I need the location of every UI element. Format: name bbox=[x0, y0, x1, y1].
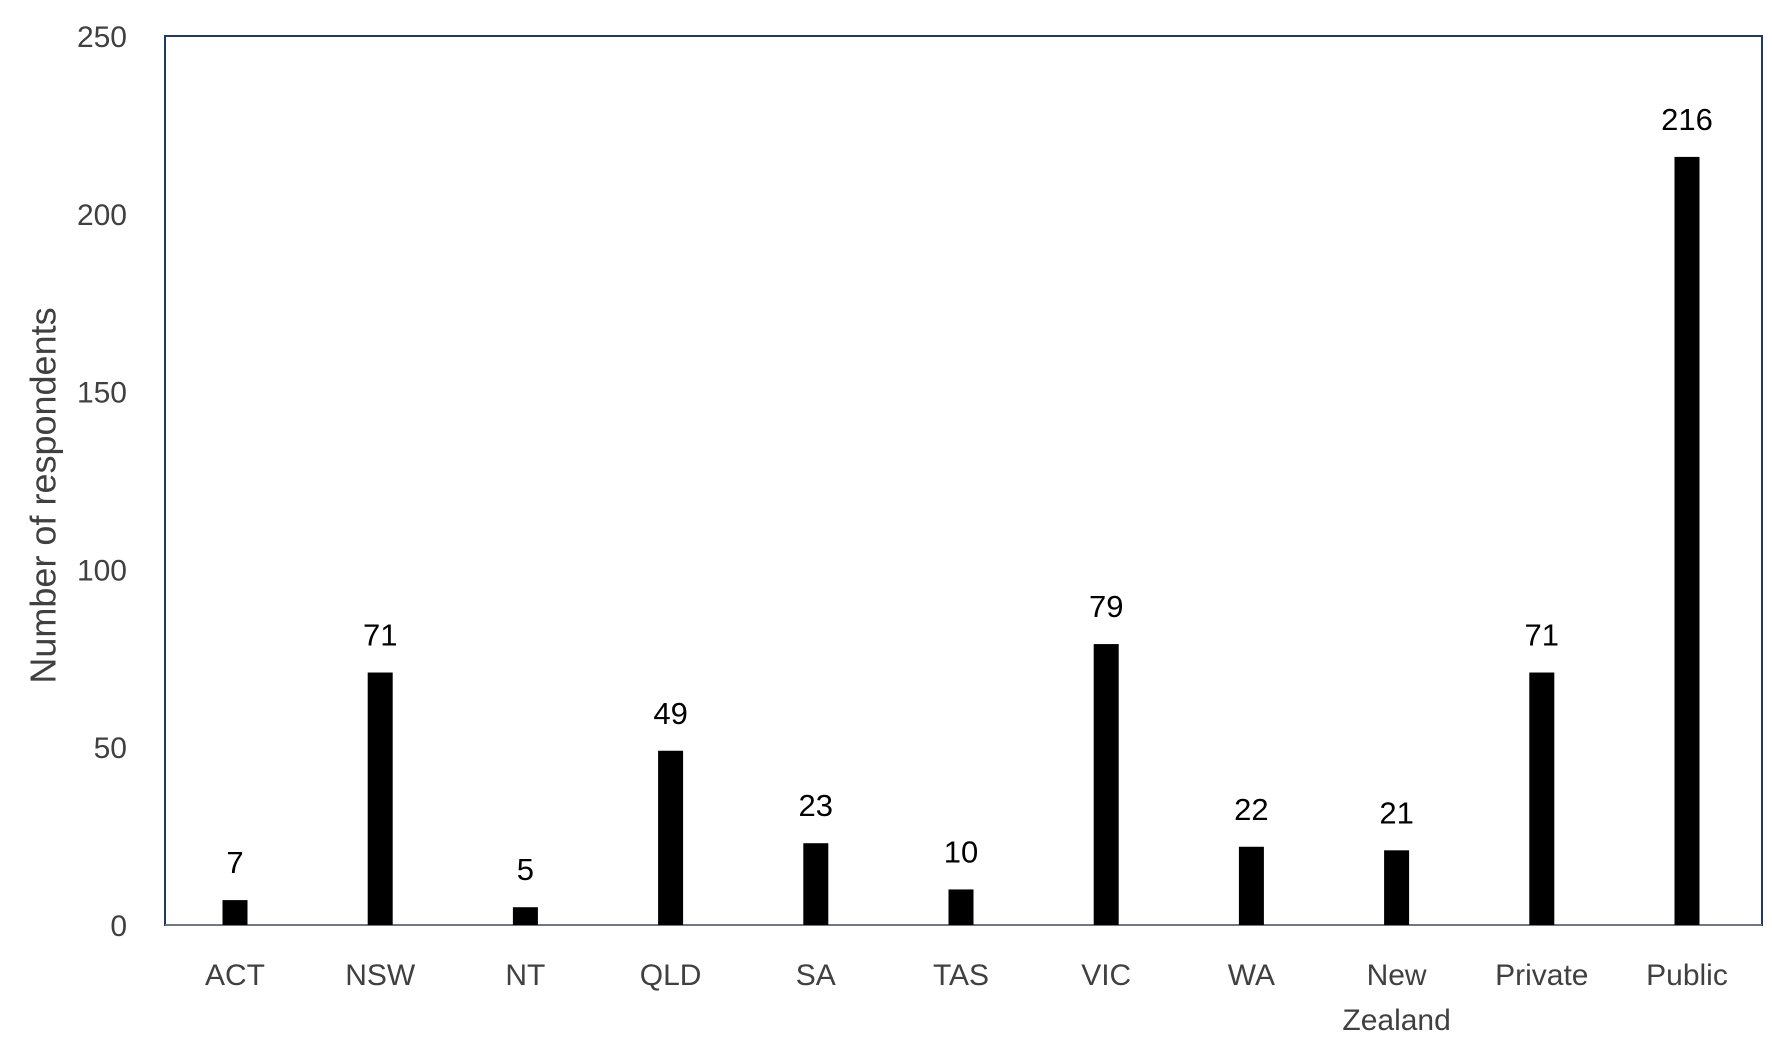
data-label: 71 bbox=[1525, 618, 1559, 653]
bar-act bbox=[222, 900, 248, 925]
data-label: 49 bbox=[653, 696, 687, 731]
y-axis-ticks: 0 50 100 150 200 250 bbox=[77, 21, 127, 943]
bar-nsw bbox=[367, 672, 393, 925]
x-category-label: SA bbox=[796, 959, 836, 992]
bars-group bbox=[222, 156, 1700, 926]
bar-vic bbox=[1093, 644, 1119, 925]
y-tick-label: 200 bbox=[77, 199, 127, 232]
data-label: 21 bbox=[1379, 795, 1413, 830]
y-axis-title: Number of respondents bbox=[23, 307, 64, 683]
x-category-label: NSW bbox=[345, 959, 416, 992]
plot-frame-group bbox=[164, 35, 1763, 926]
bar-sa bbox=[803, 843, 829, 925]
y-tick-label: 0 bbox=[110, 910, 127, 943]
bar-tas bbox=[948, 889, 974, 925]
x-category-label: WA bbox=[1228, 959, 1275, 992]
x-category-label: Public bbox=[1646, 959, 1728, 992]
data-label: 22 bbox=[1234, 792, 1268, 827]
data-label: 79 bbox=[1089, 589, 1123, 624]
y-tick-label: 100 bbox=[77, 554, 127, 587]
data-label: 71 bbox=[363, 618, 397, 653]
x-category-label: New Zealand bbox=[1342, 959, 1450, 1037]
x-category-label: ACT bbox=[205, 959, 265, 992]
plot-area-border bbox=[164, 35, 1763, 926]
data-label: 10 bbox=[944, 834, 978, 869]
data-label: 216 bbox=[1661, 102, 1713, 137]
x-category-label: Private bbox=[1495, 959, 1588, 992]
bar-wa bbox=[1238, 846, 1264, 925]
x-category-label: VIC bbox=[1081, 959, 1131, 992]
bar-public bbox=[1674, 156, 1700, 926]
bar-qld bbox=[658, 750, 684, 925]
data-labels-group: 7 71 5 49 23 10 79 22 21 71 216 bbox=[226, 102, 1712, 887]
bar-new-zealand bbox=[1384, 850, 1410, 925]
y-tick-label: 150 bbox=[77, 377, 127, 410]
x-category-label: QLD bbox=[640, 959, 702, 992]
data-label: 5 bbox=[517, 852, 534, 887]
x-category-label: NT bbox=[505, 959, 545, 992]
x-axis-categories: ACT NSW NT QLD SA TAS VIC WA New Zealand Private Pu… bbox=[205, 959, 1728, 1037]
y-tick-label: 50 bbox=[94, 732, 127, 765]
data-label: 23 bbox=[799, 788, 833, 823]
bar-private bbox=[1529, 672, 1555, 925]
x-category-label: TAS bbox=[933, 959, 989, 992]
y-tick-label: 250 bbox=[77, 21, 127, 54]
bar-nt bbox=[512, 907, 538, 925]
data-label: 7 bbox=[226, 845, 243, 880]
